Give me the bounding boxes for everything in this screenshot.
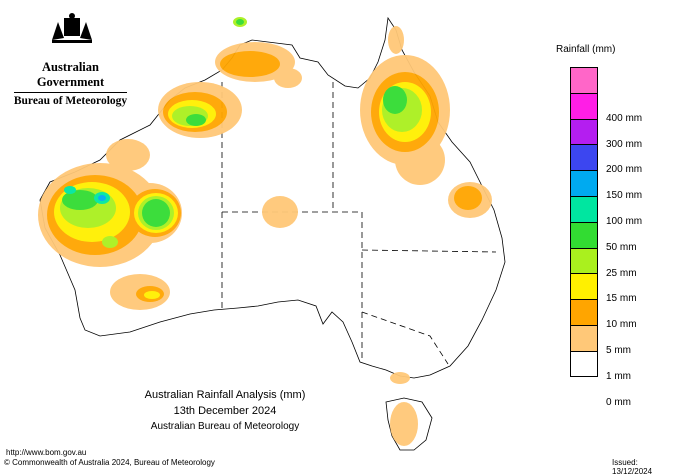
legend-label: 0 mm xyxy=(606,396,631,408)
legend-label: 200 mm xyxy=(606,164,643,176)
legend-label: 10 mm xyxy=(606,319,637,331)
coat-of-arms-icon xyxy=(52,13,92,43)
legend-swatch xyxy=(570,118,598,145)
legend-label: 50 mm xyxy=(606,241,637,253)
legend-swatch xyxy=(570,324,598,351)
legend-swatch xyxy=(570,273,598,300)
bureau-name: Bureau of Meteorology xyxy=(13,95,128,107)
website-link[interactable]: http://www.bom.gov.au xyxy=(6,448,87,457)
copyright: © Commonwealth of Australia 2024, Bureau… xyxy=(4,458,215,467)
legend-title: Rainfall (mm) xyxy=(556,44,616,55)
legend-label: 1 mm xyxy=(606,370,631,382)
map-subtitle: Australian Bureau of Meteorology xyxy=(150,421,300,432)
legend-label: 100 mm xyxy=(606,215,643,227)
legend-swatch xyxy=(570,67,598,93)
legend-label: 400 mm xyxy=(606,112,643,124)
legend-label: 150 mm xyxy=(606,190,643,202)
map-date: 13th December 2024 xyxy=(173,405,277,417)
legend-swatch xyxy=(570,350,598,377)
government-name: Australian Government xyxy=(36,60,105,89)
legend-swatch xyxy=(570,92,598,119)
logo: Australian Government Bureau of Meteorol… xyxy=(8,10,133,107)
legend-label: 5 mm xyxy=(606,344,631,356)
legend-label: 15 mm xyxy=(606,293,637,305)
issued-date: Issued: 13/12/2024 xyxy=(612,458,653,476)
legend-swatch xyxy=(570,144,598,171)
legend-swatch xyxy=(570,170,598,196)
legend-swatch xyxy=(570,247,598,274)
legend-label: 25 mm xyxy=(606,267,637,279)
legend-swatch xyxy=(570,299,598,325)
map-title: Australian Rainfall Analysis (mm) xyxy=(144,389,306,401)
legend-swatch xyxy=(570,195,598,222)
legend-label: 300 mm xyxy=(606,138,643,150)
rainfall-contours xyxy=(38,17,492,446)
legend-swatch xyxy=(570,221,598,248)
logo-divider xyxy=(14,92,127,93)
